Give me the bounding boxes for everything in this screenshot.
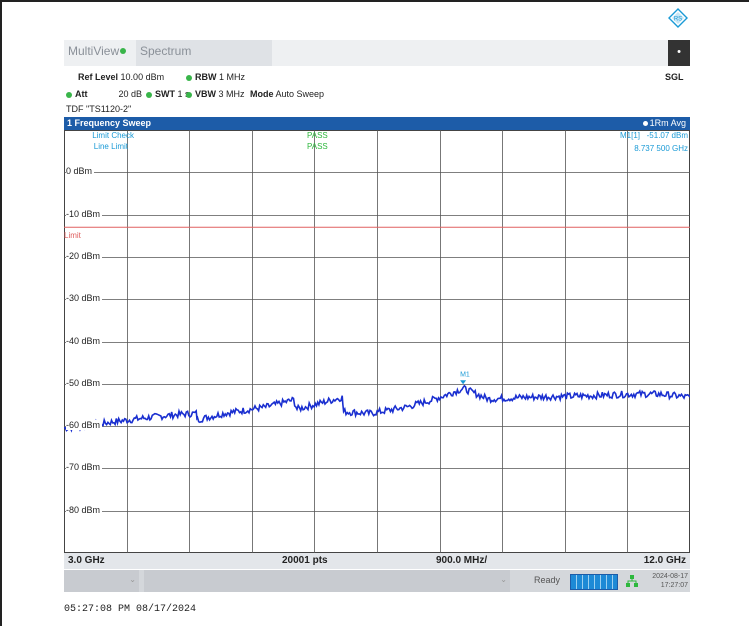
ref-level-label: Ref Level xyxy=(78,72,119,82)
start-frequency: 3.0 GHz xyxy=(68,555,105,566)
swt-label: SWT xyxy=(155,89,175,99)
frequency-axis-footer: 3.0 GHz 20001 pts 900.0 MHz/ 12.0 GHz xyxy=(64,553,690,569)
sweep-window-title-bar[interactable]: 1 Frequency Sweep 1Rm Avg xyxy=(64,117,690,130)
mode-value: Auto Sweep xyxy=(275,89,325,99)
rbw-value: 1 MHz xyxy=(219,72,246,82)
status-date: 2024-08-17 xyxy=(652,573,688,580)
dropdown-chevron-icon: ⌄ xyxy=(129,575,136,584)
marker-id: M1[1] xyxy=(620,131,641,140)
att-setting[interactable]: Att 20 dB xyxy=(66,89,142,99)
rohde-schwarz-logo-icon: RS xyxy=(668,8,688,28)
limit-check-label: Limit Check xyxy=(92,131,134,140)
limit-line-label: Limit xyxy=(64,231,81,240)
vbw-coupled-dot-icon xyxy=(186,91,192,98)
ready-status: Ready xyxy=(534,575,561,585)
plot-border xyxy=(64,130,690,553)
page-border-left xyxy=(0,0,2,626)
span-per-division: 900.0 MHz/ xyxy=(436,555,488,566)
y-axis-label: -60 dBm xyxy=(66,420,103,431)
swt-coupled-dot-icon xyxy=(146,91,152,98)
spectrum-plot-area[interactable]: M1 Limit Check Line Limit PASS PASS M1[1… xyxy=(64,130,690,553)
vbw-value: 3 MHz xyxy=(218,89,245,99)
y-axis-label: -10 dBm xyxy=(66,208,103,219)
marker-m1-triangle xyxy=(460,380,467,385)
tab-multiview[interactable]: MultiView xyxy=(68,44,120,58)
dropdown-chevron-icon: ⌄ xyxy=(500,575,507,584)
swt-value: 1 s xyxy=(177,89,190,99)
multiview-status-dot-icon xyxy=(120,48,126,54)
sweep-window-title: 1 Frequency Sweep xyxy=(67,118,152,128)
marker-level: -51.07 dBm xyxy=(646,131,688,140)
mode-setting[interactable]: Mode Auto Sweep xyxy=(250,89,324,99)
trace-dot-icon xyxy=(642,121,648,127)
page-border-top xyxy=(0,0,749,2)
y-axis-label: -40 dBm xyxy=(66,335,103,346)
tab-spectrum[interactable]: Spectrum xyxy=(136,40,272,66)
menu-dot-button[interactable]: • xyxy=(668,40,690,66)
network-icon xyxy=(626,575,638,587)
status-field-left[interactable]: ⌄ xyxy=(64,570,139,592)
marker-frequency: 8.737 500 GHz xyxy=(634,144,688,153)
tab-bar: MultiView Spectrum xyxy=(64,40,690,66)
ref-level-setting[interactable]: Ref Level 10.00 dBm xyxy=(78,72,164,82)
transducer-label: TDF "TS1120-2" xyxy=(66,104,132,114)
rbw-coupled-dot-icon xyxy=(186,74,192,81)
spectrum-chart: M1 xyxy=(64,130,690,553)
y-axis-label: -30 dBm xyxy=(66,293,103,304)
vbw-label: VBW xyxy=(195,89,216,99)
status-time: 17:27:07 xyxy=(660,582,688,589)
att-coupled-dot-icon xyxy=(66,91,72,98)
status-message-field[interactable]: ⌄ xyxy=(144,570,510,592)
sgl-indicator: SGL xyxy=(665,72,684,82)
y-axis-label: -70 dBm xyxy=(66,462,103,473)
sweep-progress-bar xyxy=(570,574,618,590)
y-axis-label: -50 dBm xyxy=(66,377,103,388)
stop-frequency: 12.0 GHz xyxy=(643,555,686,566)
svg-text:RS: RS xyxy=(674,17,682,23)
ref-level-value: 10.00 dBm xyxy=(120,72,165,82)
tab-spectrum-label: Spectrum xyxy=(140,44,192,58)
y-axis-label: -80 dBm xyxy=(66,504,103,515)
vbw-setting[interactable]: VBW 3 MHz xyxy=(186,89,245,99)
line-limit-label: Line Limit xyxy=(93,142,128,151)
swt-setting[interactable]: SWT 1 s xyxy=(146,89,190,99)
rbw-setting[interactable]: RBW 1 MHz xyxy=(186,72,245,82)
y-axis-label: 0 dBm xyxy=(66,166,95,177)
marker-m1-label: M1 xyxy=(460,371,470,378)
mode-label: Mode xyxy=(250,89,274,99)
sweep-points: 20001 pts xyxy=(282,555,328,566)
limit-check-result: PASS xyxy=(307,131,328,140)
trace-label: 1Rm Avg xyxy=(649,118,686,128)
trace-info: 1Rm Avg xyxy=(642,118,686,128)
line-limit-result: PASS xyxy=(307,142,328,151)
rbw-label: RBW xyxy=(195,72,217,82)
att-label: Att xyxy=(75,89,88,99)
capture-timestamp: 05:27:08 PM 08/17/2024 xyxy=(64,604,197,615)
y-axis-label: -20 dBm xyxy=(66,250,103,261)
att-value: 20 dB xyxy=(118,89,143,99)
status-bar: ⌄ ⌄ Ready 2024-08-17 17:27:07 xyxy=(64,570,690,592)
status-datetime: 2024-08-17 17:27:07 xyxy=(644,572,688,590)
trace-1-line xyxy=(64,384,690,433)
